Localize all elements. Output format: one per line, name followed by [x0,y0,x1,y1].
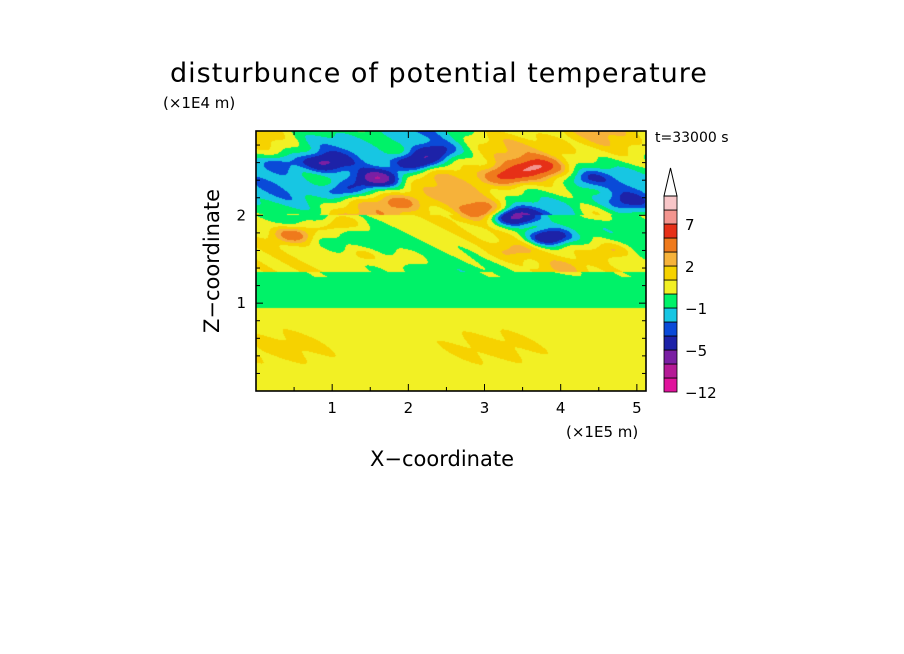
colorbar-swatch [663,251,678,267]
time-label: t=33000 s [655,130,729,146]
y-tick-label: 2 [236,206,246,224]
x-axis: 1 2 3 4 5 [293,131,642,417]
y-axis: 12 [236,144,646,374]
colorbar-swatch [663,307,678,323]
colorbar-label: −1 [685,300,707,318]
colorbar-extend-arrow [663,167,678,197]
colorbar-swatch [663,195,678,211]
colorbar-label: −5 [685,342,707,360]
contour-field [256,131,646,391]
x-tick-label: 2 [404,399,414,417]
colorbar-swatch [663,321,678,337]
x-axis-unit: (×1E5 m) [566,423,639,441]
x-tick-label: 4 [556,399,566,417]
colorbar-swatch [663,363,678,379]
colorbar-swatch [663,265,678,281]
x-tick-label: 3 [480,399,490,417]
colorbar-swatch [663,293,678,309]
plot-area [256,131,646,391]
colorbar-swatch [663,349,678,365]
y-tick-label: 1 [236,294,246,312]
colorbar-swatch [663,335,678,351]
y-axis-unit: (×1E4 m) [163,94,236,112]
colorbar-swatch [663,223,678,239]
colorbar-swatch [663,377,678,393]
plot-frame [255,130,647,392]
y-axis-label: Z−coordinate [200,189,224,333]
colorbar: −12−5−127 [663,167,717,402]
chart-title: disturbunce of potential temperature [170,58,708,89]
colorbar-swatch [663,237,678,253]
colorbar-label: 2 [685,258,695,276]
colorbar-label: 7 [685,216,695,234]
colorbar-label: −12 [685,384,717,402]
x-axis-label: X−coordinate [370,447,514,471]
x-tick-label: 5 [632,399,642,417]
x-tick-label: 1 [327,399,337,417]
colorbar-swatch [663,209,678,225]
colorbar-swatch [663,279,678,295]
